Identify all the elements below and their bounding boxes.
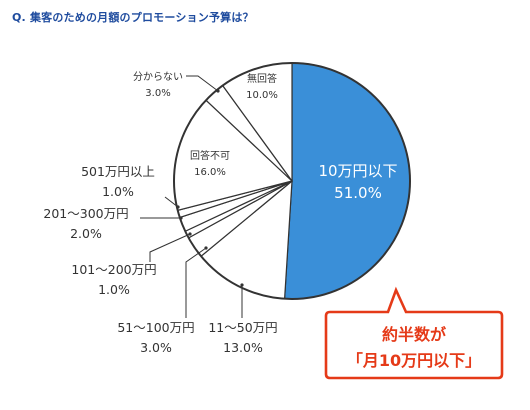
callout-line2: 「月10万円以下」 bbox=[347, 351, 481, 370]
leader-line bbox=[149, 233, 191, 262]
leader-line bbox=[185, 247, 207, 318]
question-title: Q. 集客のための月額のプロモーション予算は？ bbox=[12, 11, 254, 24]
callout-box bbox=[324, 286, 504, 380]
leader-dot bbox=[176, 205, 180, 209]
slice-label: 回答不可 bbox=[190, 149, 230, 162]
pie-outline bbox=[173, 62, 411, 300]
leader-line bbox=[164, 196, 179, 208]
slice-label: 11～50万円 bbox=[208, 320, 277, 335]
slice-label: 無回答 bbox=[247, 72, 277, 85]
slice-value: 51.0% bbox=[334, 184, 382, 202]
slice-label: 分からない bbox=[133, 71, 183, 83]
slice-value: 2.0% bbox=[70, 226, 102, 241]
slice-value: 16.0% bbox=[194, 167, 226, 178]
slice-value: 13.0% bbox=[223, 340, 263, 355]
leader-dot bbox=[204, 246, 208, 250]
slice-label: 10万円以下 bbox=[318, 162, 397, 180]
pie-slice bbox=[283, 62, 411, 300]
slice-value: 3.0% bbox=[145, 88, 170, 99]
leader-dot bbox=[188, 232, 192, 236]
slice-value: 1.0% bbox=[98, 282, 130, 297]
slice-label: 501万円以上 bbox=[81, 164, 155, 179]
slice-label: 101～200万円 bbox=[71, 262, 156, 277]
slice-value: 1.0% bbox=[102, 184, 134, 199]
leader-dot bbox=[216, 89, 220, 93]
slice-label: 51～100万円 bbox=[117, 320, 194, 335]
slice-label: 201～300万円 bbox=[43, 206, 128, 221]
slice-value: 3.0% bbox=[140, 340, 172, 355]
leader-line bbox=[186, 75, 219, 92]
leader-dot bbox=[240, 283, 244, 287]
leader-dot bbox=[179, 216, 183, 220]
callout-line1: 約半数が bbox=[382, 325, 446, 344]
slice-value: 10.0% bbox=[246, 90, 278, 101]
